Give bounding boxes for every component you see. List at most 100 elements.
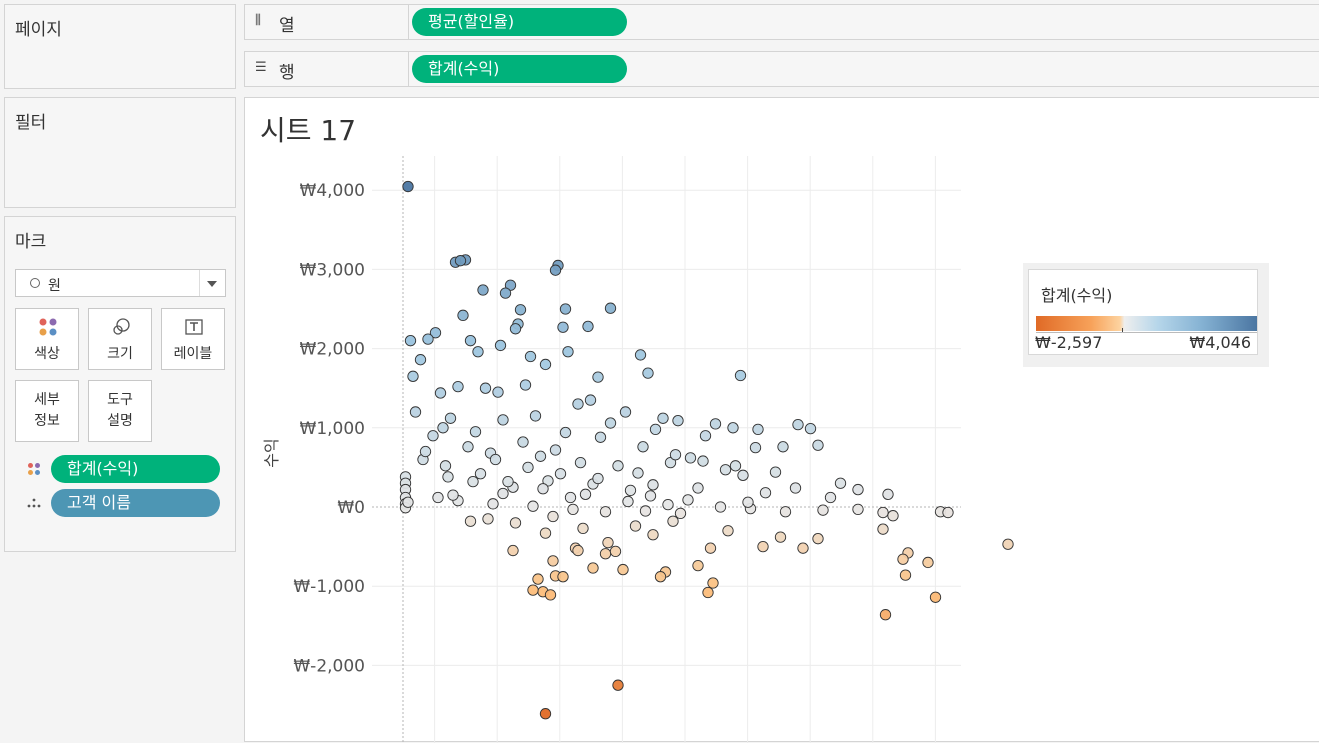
data-point: [714, 501, 727, 513]
data-point: [704, 542, 717, 554]
data-point: [529, 410, 542, 422]
data-point: [442, 471, 454, 483]
data-point: [647, 479, 659, 491]
rows-shelf[interactable]: ☰ 행 합계(수익): [244, 51, 1319, 87]
label-button[interactable]: 레이블: [161, 308, 225, 370]
data-point: [644, 490, 657, 502]
size-button[interactable]: 크기: [88, 308, 152, 370]
data-point: [587, 562, 599, 574]
color-dots-icon: [39, 318, 57, 336]
columns-pill[interactable]: 평균(할인율): [412, 8, 627, 36]
color-dots-icon: [28, 463, 40, 475]
color-button-label: 색상: [34, 346, 60, 362]
rows-pill[interactable]: 합계(수익): [412, 55, 627, 83]
data-point: [482, 513, 494, 525]
pages-card-title: 페이지: [15, 20, 62, 40]
data-point: [487, 498, 499, 510]
columns-shelf[interactable]: ⫼ 열 평균(할인율): [244, 4, 1319, 40]
detail-dots-icon: [27, 498, 41, 508]
data-point: [752, 423, 764, 436]
data-point: [524, 350, 537, 363]
sheet-title: 시트 17: [260, 114, 357, 147]
data-point: [769, 466, 782, 478]
data-point: [549, 264, 562, 276]
rows-shelf-label: ☰ 행: [245, 52, 409, 86]
data-point: [572, 544, 584, 557]
data-point: [664, 456, 677, 469]
data-point: [542, 475, 554, 487]
data-point: [429, 327, 442, 339]
data-point: [619, 406, 632, 418]
data-point: [549, 444, 562, 456]
detail-field-pill[interactable]: 고객 이름: [51, 489, 220, 517]
data-point: [697, 455, 709, 467]
tooltip-button[interactable]: 도구 설명: [88, 380, 152, 442]
data-point: [539, 358, 552, 371]
data-point: [774, 531, 787, 543]
worksheet-view: 시트 17 ₩4,000 ₩3,000 ₩2,000 ₩1,000 ₩0 ₩-1,000 ₩…: [244, 97, 1319, 743]
data-point: [497, 487, 509, 500]
data-point: [654, 571, 667, 583]
data-point: [467, 476, 479, 488]
data-point: [522, 461, 534, 474]
legend-zero-tick: [1122, 328, 1123, 333]
data-point: [897, 553, 909, 565]
data-point: [604, 417, 617, 429]
size-icon: [113, 318, 130, 335]
data-point: [559, 426, 572, 439]
data-point: [474, 468, 487, 480]
color-legend[interactable]: 합계(수익) ₩-2,597 ₩4,046: [1023, 263, 1269, 367]
data-point: [432, 491, 444, 504]
y-tick-label: ₩4,000: [300, 181, 365, 201]
y-axis-title: 수익: [262, 438, 281, 467]
data-point: [404, 335, 417, 347]
data-point: [657, 412, 669, 424]
data-point: [592, 371, 604, 383]
data-point: [419, 445, 432, 458]
data-point: [527, 500, 539, 512]
scatter-chart[interactable]: ₩4,000 ₩3,000 ₩2,000 ₩1,000 ₩0 ₩-1,000 ₩-2,000…: [245, 98, 1319, 743]
data-point: [577, 522, 589, 535]
color-field-pill[interactable]: 합계(수익): [51, 455, 220, 483]
data-point: [502, 476, 514, 488]
mark-type-dropdown[interactable]: 원: [15, 269, 226, 297]
data-point: [647, 529, 659, 541]
data-point: [632, 467, 644, 479]
marks-card-title: 마크: [15, 232, 47, 252]
data-point: [757, 540, 769, 553]
data-point: [692, 559, 704, 572]
detail-button[interactable]: 세부 정보: [15, 380, 79, 442]
data-point: [464, 335, 477, 347]
marks-card: 마크 원 색상 크기 레이블 세부 정보 도구 설명 합계(수익): [4, 216, 236, 552]
data-point: [1002, 538, 1014, 550]
data-point: [729, 460, 742, 472]
data-point: [514, 304, 527, 316]
data-point: [532, 573, 544, 585]
data-point: [624, 484, 637, 497]
data-point: [504, 279, 517, 291]
data-point: [499, 287, 512, 299]
size-button-label: 크기: [107, 346, 133, 362]
color-button[interactable]: 색상: [15, 308, 79, 370]
circle-mark-icon: [30, 278, 40, 288]
pages-card[interactable]: 페이지: [4, 4, 236, 89]
data-point: [427, 430, 439, 442]
data-point: [684, 452, 697, 464]
data-point: [547, 555, 559, 567]
data-point: [824, 491, 837, 504]
detail-button-label: 세부 정보: [34, 392, 60, 429]
chevron-down-icon[interactable]: [199, 270, 225, 296]
data-point: [649, 423, 662, 436]
legend-min-label: ₩-2,597: [1035, 333, 1103, 352]
data-point: [422, 333, 434, 345]
data-point: [922, 556, 934, 569]
data-point: [709, 418, 722, 430]
data-point: [792, 418, 804, 431]
data-point: [637, 441, 649, 453]
data-point: [852, 483, 864, 496]
data-point: [527, 584, 539, 596]
data-point: [477, 284, 489, 296]
data-point: [599, 548, 612, 560]
filters-card[interactable]: 필터: [4, 97, 236, 208]
data-point: [742, 496, 754, 508]
